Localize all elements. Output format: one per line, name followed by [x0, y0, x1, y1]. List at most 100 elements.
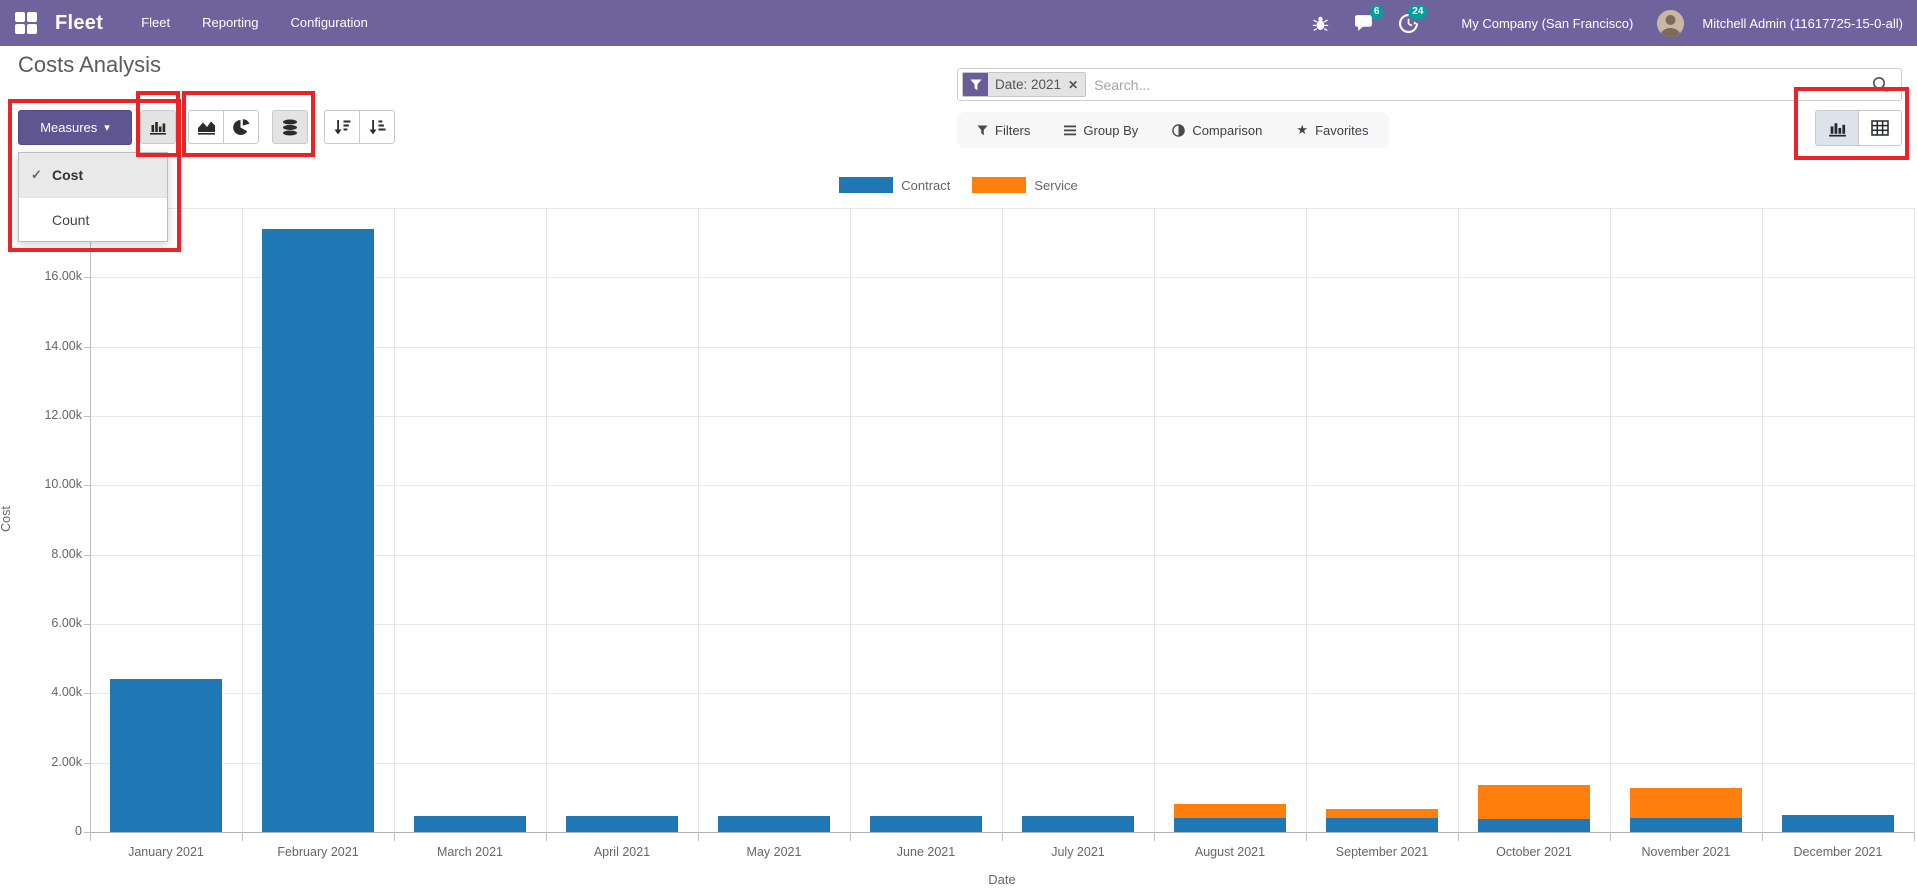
- bar-segment-contract[interactable]: [718, 816, 830, 832]
- chart-legend: Contract Service: [0, 177, 1917, 193]
- x-tick-mark: [394, 832, 395, 841]
- x-tick-mark: [850, 832, 851, 841]
- x-axis-category-label: April 2021: [593, 845, 651, 859]
- x-axis-category-label: May 2021: [746, 845, 802, 859]
- bar-segment-contract[interactable]: [1022, 816, 1134, 832]
- y-tick-mark: [84, 416, 90, 417]
- bar-chart-icon: [1828, 122, 1846, 137]
- group-by-button[interactable]: Group By: [1064, 123, 1138, 138]
- page-title: Costs Analysis: [18, 52, 162, 77]
- apps-menu-icon[interactable]: [15, 12, 37, 34]
- x-axis-category-label: November 2021: [1641, 845, 1731, 859]
- bar-segment-contract[interactable]: [414, 816, 526, 832]
- messages-icon[interactable]: 6: [1347, 5, 1384, 38]
- y-tick-mark: [84, 485, 90, 487]
- y-tick-mark: [84, 554, 90, 556]
- bar-segment-contract[interactable]: [566, 816, 678, 832]
- search-facet-date-2021[interactable]: Date: 2021 ✕: [962, 72, 1087, 97]
- check-icon: ✓: [31, 167, 42, 182]
- bar-segment-service[interactable]: [1174, 803, 1286, 819]
- bar-segment-contract[interactable]: [1326, 818, 1438, 832]
- star-icon: ★: [1296, 122, 1309, 137]
- stacked-toggle-button[interactable]: [272, 110, 308, 144]
- bar-segment-service[interactable]: [1326, 809, 1438, 819]
- facet-remove-icon[interactable]: ✕: [1068, 77, 1079, 92]
- measure-option-count[interactable]: Count: [19, 197, 167, 241]
- x-axis-category-label: June 2021: [896, 845, 956, 859]
- favorites-button[interactable]: ★ Favorites: [1296, 122, 1369, 138]
- sort-ascending-button[interactable]: [359, 110, 395, 144]
- comparison-button[interactable]: Comparison: [1172, 123, 1262, 138]
- bar-segment-service[interactable]: [1478, 785, 1590, 819]
- bar-segment-contract[interactable]: [110, 679, 222, 832]
- y-tick-mark: [84, 346, 90, 348]
- bar-segment-contract[interactable]: [262, 228, 374, 832]
- legend-label: Service: [1034, 177, 1078, 193]
- x-axis-category-label: February 2021: [277, 845, 359, 859]
- group-by-icon: [1064, 125, 1077, 135]
- measures-dropdown: ✓ Cost Count: [18, 152, 168, 242]
- x-axis-category-label: December 2021: [1793, 845, 1883, 859]
- grid-icon: [1871, 120, 1889, 136]
- x-gridline: [1458, 208, 1459, 832]
- measure-option-cost[interactable]: ✓ Cost: [19, 153, 167, 197]
- legend-label: Contract: [901, 177, 951, 193]
- search-bar: Date: 2021 ✕: [957, 68, 1902, 101]
- bar-segment-contract[interactable]: [870, 816, 982, 832]
- app-brand[interactable]: Fleet: [55, 11, 104, 34]
- x-axis-category-label: January 2021: [128, 845, 204, 859]
- x-axis-category-label: September 2021: [1335, 845, 1429, 859]
- debug-bug-icon[interactable]: [1303, 8, 1337, 38]
- activities-clock-icon[interactable]: 24: [1391, 5, 1428, 38]
- bar-segment-service[interactable]: [1630, 787, 1742, 819]
- y-tick-mark: [84, 693, 90, 695]
- filters-button[interactable]: Filters: [977, 123, 1030, 138]
- x-gridline: [546, 208, 547, 832]
- x-tick-mark: [1154, 832, 1155, 841]
- x-axis-category-label: August 2021: [1194, 845, 1266, 859]
- messages-badge: 6: [1369, 5, 1384, 19]
- bar-chart-view-button[interactable]: [140, 110, 176, 144]
- y-axis-tick-label: 10.00k: [44, 477, 82, 492]
- graph-view-button[interactable]: [1815, 110, 1859, 146]
- y-tick-mark: [84, 277, 90, 279]
- x-tick-mark: [242, 832, 243, 841]
- bar-segment-contract[interactable]: [1782, 814, 1894, 832]
- legend-swatch: [839, 177, 894, 193]
- legend-swatch: [972, 177, 1027, 193]
- pivot-view-button[interactable]: [1858, 110, 1902, 146]
- x-gridline: [242, 208, 243, 832]
- pie-chart-view-button[interactable]: [223, 110, 259, 144]
- nav-menu-fleet[interactable]: Fleet: [141, 15, 171, 30]
- nav-menu-configuration[interactable]: Configuration: [290, 15, 368, 30]
- y-tick-mark: [84, 762, 90, 764]
- activities-badge: 24: [1408, 5, 1428, 19]
- legend-item-service[interactable]: Service: [972, 177, 1078, 193]
- line-chart-view-button[interactable]: [188, 110, 224, 144]
- x-axis-category-label: March 2021: [436, 845, 503, 859]
- company-switcher[interactable]: My Company (San Francisco): [1461, 15, 1634, 31]
- x-axis-category-label: July 2021: [1051, 845, 1105, 859]
- search-options-bar: Filters Group By Comparison ★ Favorites: [957, 112, 1389, 148]
- y-axis-tick-label: 6.00k: [51, 616, 82, 630]
- bar-segment-contract[interactable]: [1174, 818, 1286, 832]
- legend-item-contract[interactable]: Contract: [839, 177, 950, 193]
- bar-segment-contract[interactable]: [1478, 818, 1590, 832]
- x-tick-mark: [546, 832, 547, 841]
- search-input[interactable]: [1086, 76, 1872, 93]
- y-axis-title: Cost: [0, 506, 13, 532]
- chevron-down-icon: ▾: [104, 122, 110, 134]
- sort-desc-icon: [334, 120, 350, 135]
- filter-icon: [977, 124, 988, 135]
- nav-menu-reporting[interactable]: Reporting: [202, 15, 259, 30]
- x-gridline: [90, 208, 91, 832]
- bar-segment-contract[interactable]: [1630, 818, 1742, 832]
- user-avatar[interactable]: [1657, 9, 1685, 37]
- user-menu[interactable]: Mitchell Admin (11617725-15-0-all): [1702, 15, 1903, 31]
- x-tick-mark: [1762, 832, 1763, 841]
- x-gridline: [698, 208, 699, 832]
- y-axis-tick-label: 0: [75, 824, 82, 838]
- measures-button[interactable]: Measures ▾: [18, 110, 132, 145]
